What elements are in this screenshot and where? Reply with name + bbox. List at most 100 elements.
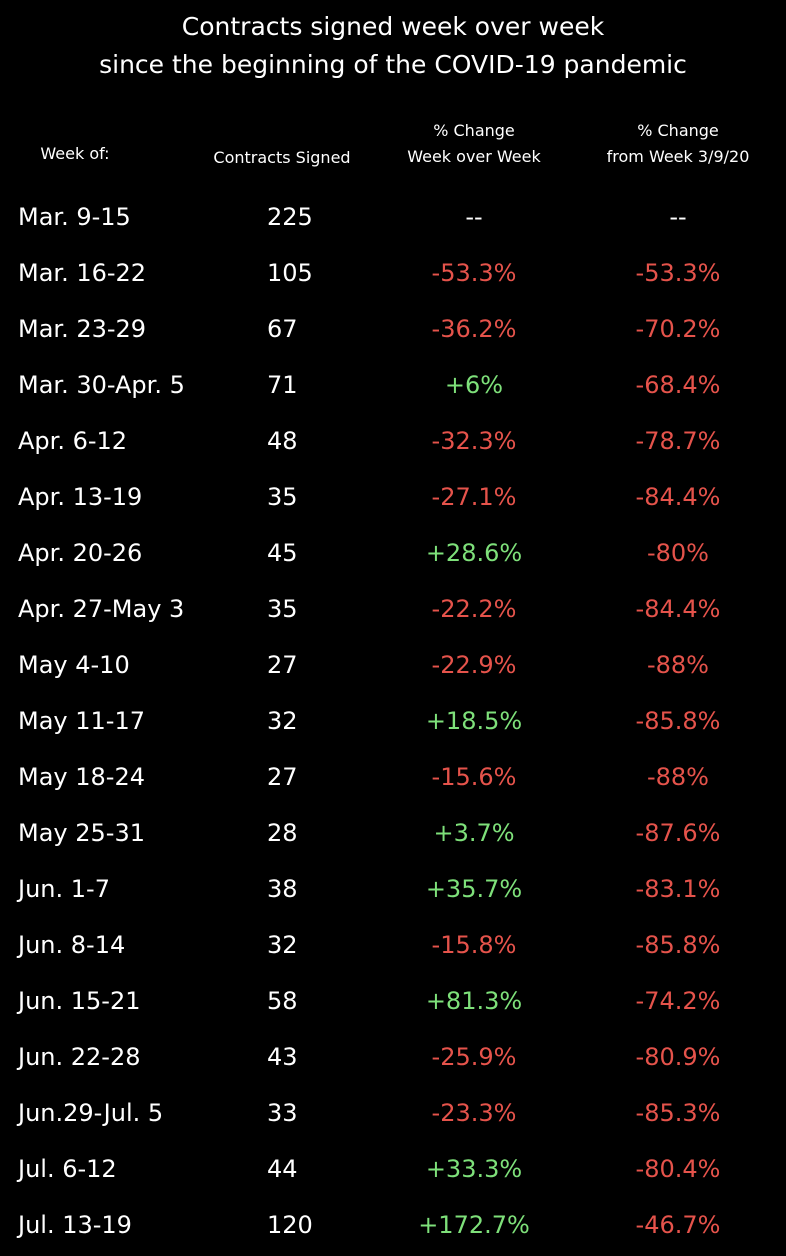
wow-change-cell: +172.7% [418,1211,530,1239]
contracts-cell: 120 [267,1211,313,1239]
wow-change-cell: -36.2% [431,315,517,343]
week-cell: Apr. 20-26 [18,539,143,567]
base-change-cell: -83.1% [635,875,721,903]
contracts-cell: 58 [267,987,298,1015]
week-cell: Mar. 16-22 [18,259,147,287]
base-change-cell: -88% [646,651,709,679]
base-change-cell: -68.4% [635,371,721,399]
contracts-cell: 71 [267,371,298,399]
header-base-line-2: from Week 3/9/20 [606,147,750,166]
table-row: Jun. 22-28 43 -25.9% -80.9% [0,1029,786,1085]
contracts-cell: 225 [267,203,313,231]
table-row: May 18-24 27 -15.6% -88% [0,749,786,805]
base-change-cell: -80.4% [635,1155,721,1183]
week-cell: May 25-31 [18,819,145,847]
week-cell: Jun. 15-21 [18,987,141,1015]
table-row: Mar. 23-29 67 -36.2% -70.2% [0,301,786,357]
table-row: Apr. 6-12 48 -32.3% -78.7% [0,413,786,469]
contracts-cell: 43 [267,1043,298,1071]
table-row: May 4-10 27 -22.9% -88% [0,637,786,693]
base-change-cell: -85.8% [635,931,721,959]
week-cell: May 18-24 [18,763,145,791]
header-base: % Change from Week 3/9/20 [578,118,778,170]
contracts-cell: 38 [267,875,298,903]
base-change-cell: -74.2% [635,987,721,1015]
wow-change-cell: +28.6% [425,539,523,567]
week-cell: Jun. 22-28 [18,1043,141,1071]
wow-change-cell: +6% [444,371,504,399]
week-cell: May 11-17 [18,707,145,735]
base-change-cell: -80.9% [635,1043,721,1071]
week-cell: Apr. 6-12 [18,427,128,455]
base-change-cell: -- [669,203,687,231]
header-wow-line-2: Week over Week [407,147,541,166]
week-cell: May 4-10 [18,651,130,679]
contracts-cell: 35 [267,595,298,623]
table-row: Jul. 6-12 44 +33.3% -80.4% [0,1141,786,1197]
wow-change-cell: -15.8% [431,931,517,959]
contracts-cell: 32 [267,707,298,735]
table-row: Apr. 27-May 3 35 -22.2% -84.4% [0,581,786,637]
header-base-line-1: % Change [637,121,719,140]
table-row: Mar. 16-22 105 -53.3% -53.3% [0,245,786,301]
table-row: May 25-31 28 +3.7% -87.6% [0,805,786,861]
wow-change-cell: +18.5% [425,707,523,735]
week-cell: Jun. 8-14 [18,931,126,959]
page-title: Contracts signed week over week since th… [0,8,786,84]
base-change-cell: -84.4% [635,595,721,623]
table-body: Mar. 9-15 225 -- -- Mar. 16-22 105 -53.3% -53.3… [0,189,786,1253]
wow-change-cell: -23.3% [431,1099,517,1127]
table-row: Mar. 9-15 225 -- -- [0,189,786,245]
contracts-cell: 35 [267,483,298,511]
wow-change-cell: +3.7% [433,819,515,847]
base-change-cell: -46.7% [635,1211,721,1239]
title-line-2: since the beginning of the COVID-19 pand… [99,50,687,79]
wow-change-cell: -22.2% [431,595,517,623]
header-week-label: Week of: [40,144,110,163]
contracts-cell: 48 [267,427,298,455]
wow-change-cell: -22.9% [431,651,517,679]
wow-change-cell: -15.6% [431,763,517,791]
header-contracts: Contracts Signed [190,145,374,171]
table-row: Mar. 30-Apr. 5 71 +6% -68.4% [0,357,786,413]
week-cell: Mar. 9-15 [18,203,131,231]
week-cell: Jun. 1-7 [18,875,110,903]
contracts-cell: 67 [267,315,298,343]
week-cell: Apr. 27-May 3 [18,595,185,623]
contracts-cell: 45 [267,539,298,567]
contracts-cell: 27 [267,651,298,679]
table-row: Jun. 15-21 58 +81.3% -74.2% [0,973,786,1029]
base-change-cell: -70.2% [635,315,721,343]
contracts-cell: 28 [267,819,298,847]
contracts-cell: 33 [267,1099,298,1127]
week-cell: Mar. 30-Apr. 5 [18,371,185,399]
base-change-cell: -85.3% [635,1099,721,1127]
table-row: Jul. 13-19 120 +172.7% -46.7% [0,1197,786,1253]
contracts-cell: 27 [267,763,298,791]
wow-change-cell: -25.9% [431,1043,517,1071]
contracts-cell: 32 [267,931,298,959]
header-contracts-label: Contracts Signed [213,148,351,167]
week-cell: Mar. 23-29 [18,315,147,343]
base-change-cell: -88% [646,763,709,791]
base-change-cell: -78.7% [635,427,721,455]
base-change-cell: -80% [646,539,709,567]
base-change-cell: -87.6% [635,819,721,847]
week-cell: Jun.29-Jul. 5 [18,1099,164,1127]
header-wow: % Change Week over Week [380,118,568,170]
wow-change-cell: -- [465,203,483,231]
contracts-cell: 105 [267,259,313,287]
table-row: Apr. 13-19 35 -27.1% -84.4% [0,469,786,525]
week-cell: Jul. 6-12 [18,1155,117,1183]
contracts-cell: 44 [267,1155,298,1183]
base-change-cell: -84.4% [635,483,721,511]
wow-change-cell: -32.3% [431,427,517,455]
table-row: May 11-17 32 +18.5% -85.8% [0,693,786,749]
table-row: Apr. 20-26 45 +28.6% -80% [0,525,786,581]
title-line-1: Contracts signed week over week [181,12,605,41]
header-wow-line-1: % Change [433,121,515,140]
table-row: Jun. 1-7 38 +35.7% -83.1% [0,861,786,917]
header-week: Week of: [0,141,150,167]
wow-change-cell: -27.1% [431,483,517,511]
week-cell: Jul. 13-19 [18,1211,132,1239]
